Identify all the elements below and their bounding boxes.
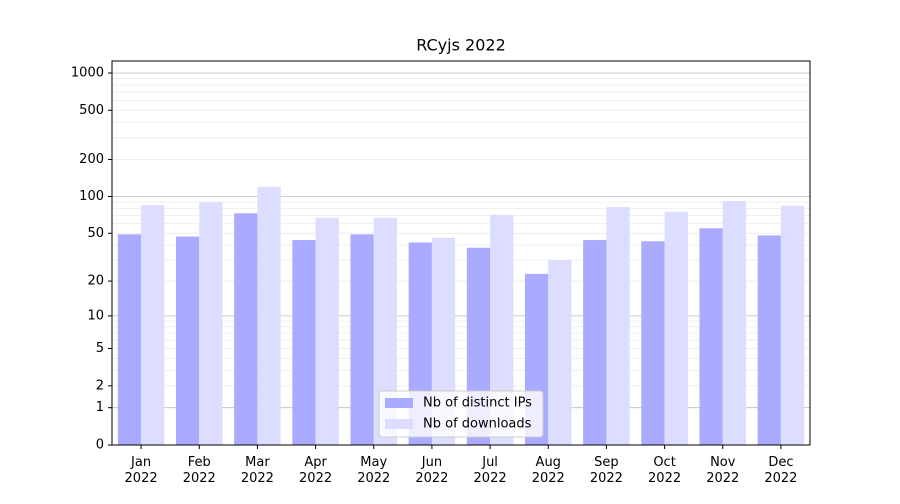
bar xyxy=(699,228,723,445)
legend-box xyxy=(378,390,544,438)
bar xyxy=(117,234,142,445)
legend-swatch xyxy=(385,398,413,408)
x-tick-label: Aug 2022 xyxy=(532,455,565,486)
x-tick-label: Jan 2022 xyxy=(125,455,158,486)
y-tick-label: 2 xyxy=(96,378,104,393)
y-tick-label: 500 xyxy=(79,103,104,118)
bar xyxy=(490,214,514,445)
bar xyxy=(175,236,200,445)
x-tick-label: Apr 2022 xyxy=(299,455,332,486)
x-tick-label: Jun 2022 xyxy=(415,455,448,486)
y-tick-label: 1 xyxy=(96,400,104,415)
bar xyxy=(199,202,223,445)
bar xyxy=(641,241,665,445)
legend-label: Nb of distinct IPs xyxy=(423,396,532,411)
bar xyxy=(780,205,805,445)
axes-frame xyxy=(111,60,811,446)
bar xyxy=(583,240,607,445)
x-tick-label: Oct 2022 xyxy=(648,455,681,486)
y-tick-label: 1000 xyxy=(71,66,104,81)
y-tick-label: 0 xyxy=(96,438,104,453)
plot-area: 0 1 2 5 10 20 50 100 200 500 1000 Jan 2022 Feb 2022 Mar… xyxy=(71,60,811,486)
y-tick-label: 100 xyxy=(79,189,104,204)
bar xyxy=(757,235,781,445)
bar xyxy=(257,186,281,445)
x-tick-label: Sep 2022 xyxy=(590,455,623,486)
y-tick-label: 50 xyxy=(87,226,104,241)
bar xyxy=(234,213,258,445)
chart-title: RCyjs 2022 xyxy=(416,36,506,55)
legend: Nb of distinct IPs Nb of downloads xyxy=(378,390,544,438)
x-tick-label: Jul 2022 xyxy=(474,455,507,486)
bar xyxy=(315,217,339,445)
bar xyxy=(350,234,374,445)
bar xyxy=(722,200,747,445)
x-tick-label: Feb 2022 xyxy=(183,455,216,486)
x-tick-label: Mar 2022 xyxy=(241,455,274,486)
bar xyxy=(373,217,398,445)
bar xyxy=(141,205,165,445)
x-tick-label: May 2022 xyxy=(357,455,390,486)
x-tick-label: Nov 2022 xyxy=(706,455,739,486)
bar xyxy=(548,260,572,445)
bar xyxy=(606,207,630,445)
y-tick-label: 20 xyxy=(87,274,104,289)
y-tick-label: 10 xyxy=(87,308,104,323)
y-tick-label: 5 xyxy=(96,341,104,356)
bar xyxy=(664,211,688,445)
bar xyxy=(292,240,316,445)
legend-swatch xyxy=(385,419,413,429)
legend-label: Nb of downloads xyxy=(423,417,532,432)
x-tick-label: Dec 2022 xyxy=(764,455,797,486)
y-tick-label: 200 xyxy=(79,152,104,167)
